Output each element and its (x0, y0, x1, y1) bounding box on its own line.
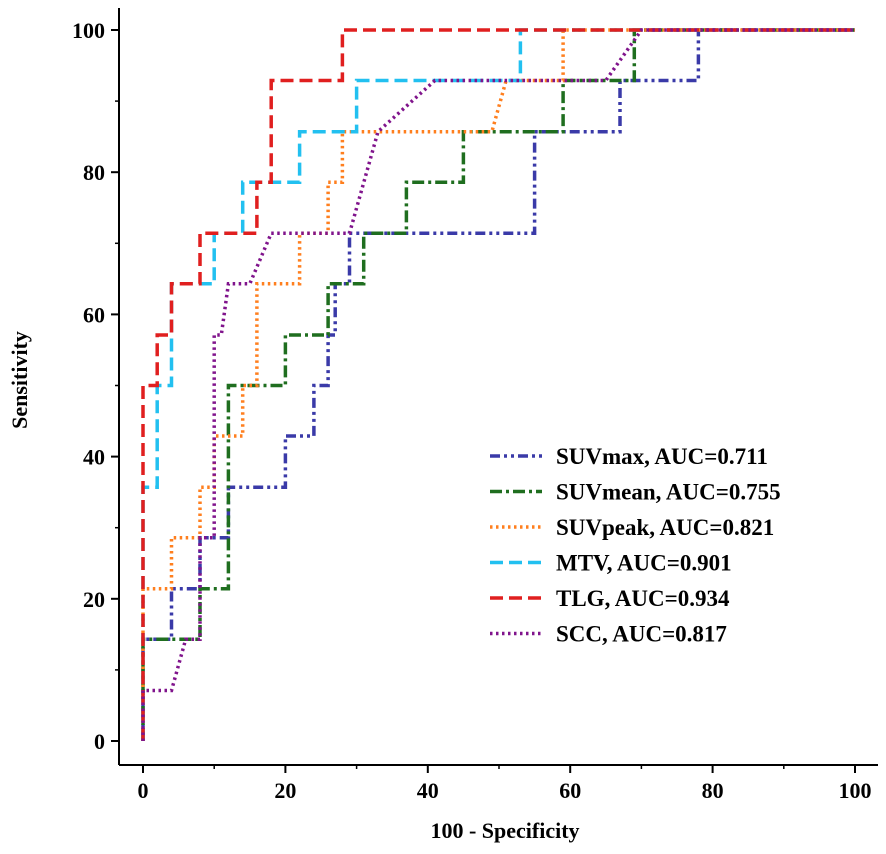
series-line-5 (141, 28, 855, 741)
legend-label-1: SUVmax, AUC=0.711 (556, 444, 768, 469)
x-tick-label: 80 (702, 778, 724, 803)
legend-label-6: SCC, AUC=0.817 (556, 622, 727, 647)
series-line-1 (141, 28, 855, 741)
y-tick-label: 0 (94, 729, 105, 754)
x-axis-title: 100 - Specificity (430, 818, 579, 843)
legend-label-3: SUVpeak, AUC=0.821 (556, 515, 774, 540)
series-line-2 (141, 28, 855, 741)
ticks: 0 20 40 60 80 100 0 20 40 60 80 100 (72, 18, 872, 803)
legend-label-5: TLG, AUC=0.934 (556, 586, 730, 611)
x-tick-label: 40 (417, 778, 439, 803)
series-line-3 (141, 28, 855, 741)
y-tick-label: 60 (83, 302, 105, 327)
series-lines (141, 28, 855, 741)
y-tick-label: 40 (83, 445, 105, 470)
x-tick-label: 100 (839, 778, 872, 803)
y-axis-title: Sensitivity (7, 331, 32, 429)
legend-label-2: SUVmean, AUC=0.755 (556, 480, 781, 505)
legend-label-4: MTV, AUC=0.901 (556, 551, 732, 576)
x-tick-label: 0 (138, 778, 149, 803)
series-line-6 (141, 28, 855, 741)
x-tick-label: 60 (559, 778, 581, 803)
y-tick-label: 100 (72, 18, 105, 43)
legend: SUVmax, AUC=0.711 SUVmean, AUC=0.755 SUVpe… (490, 444, 781, 647)
series-line-4 (141, 28, 855, 741)
y-tick-label: 80 (83, 160, 105, 185)
x-tick-label: 20 (274, 778, 296, 803)
y-tick-label: 20 (83, 587, 105, 612)
